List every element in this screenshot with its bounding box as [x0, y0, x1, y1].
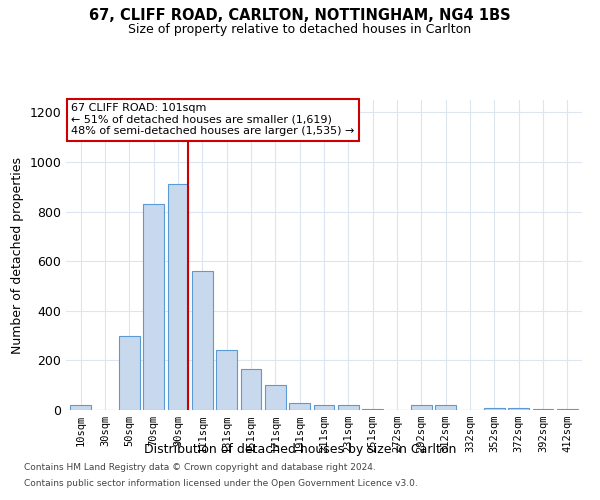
Bar	[314, 405, 334, 410]
Bar	[70, 405, 91, 410]
Text: 67 CLIFF ROAD: 101sqm
← 51% of detached houses are smaller (1,619)
48% of semi-d: 67 CLIFF ROAD: 101sqm ← 51% of detached …	[71, 103, 355, 136]
Bar	[216, 350, 237, 410]
Bar	[533, 409, 553, 410]
Bar	[411, 405, 432, 410]
Bar	[362, 409, 383, 410]
Text: 67, CLIFF ROAD, CARLTON, NOTTINGHAM, NG4 1BS: 67, CLIFF ROAD, CARLTON, NOTTINGHAM, NG4…	[89, 8, 511, 22]
Bar	[338, 405, 359, 410]
Text: Contains public sector information licensed under the Open Government Licence v3: Contains public sector information licen…	[24, 478, 418, 488]
Bar	[167, 184, 188, 410]
Bar	[557, 409, 578, 410]
Text: Contains HM Land Registry data © Crown copyright and database right 2024.: Contains HM Land Registry data © Crown c…	[24, 464, 376, 472]
Bar	[436, 405, 456, 410]
Bar	[265, 385, 286, 410]
Y-axis label: Number of detached properties: Number of detached properties	[11, 156, 24, 354]
Text: Distribution of detached houses by size in Carlton: Distribution of detached houses by size …	[144, 442, 456, 456]
Bar	[119, 336, 140, 410]
Bar	[508, 408, 529, 410]
Bar	[289, 402, 310, 410]
Bar	[192, 271, 212, 410]
Bar	[241, 369, 262, 410]
Text: Size of property relative to detached houses in Carlton: Size of property relative to detached ho…	[128, 22, 472, 36]
Bar	[484, 408, 505, 410]
Bar	[143, 204, 164, 410]
